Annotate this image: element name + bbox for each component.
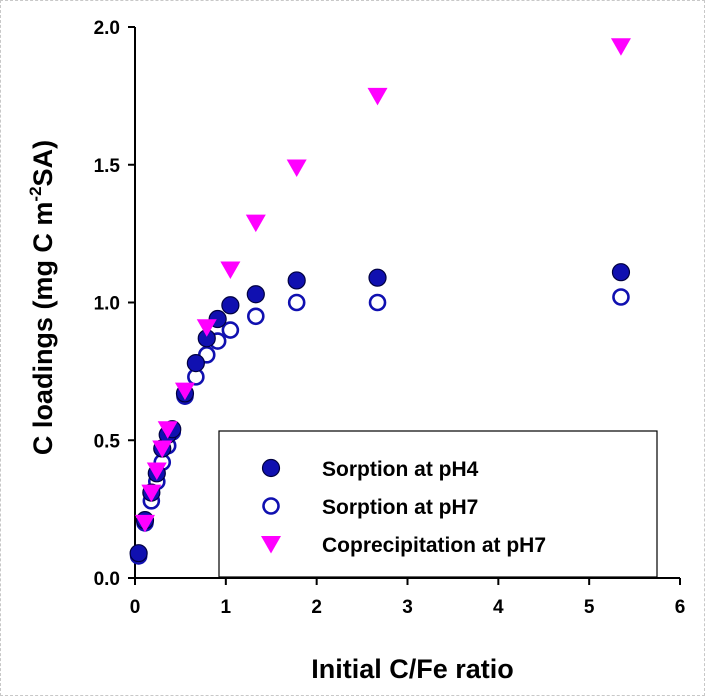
data-point [221, 321, 240, 339]
data-point [610, 38, 631, 56]
data-point [186, 354, 205, 373]
data-point [612, 288, 630, 306]
legend-item: Coprecipitation at pH7 [261, 534, 546, 557]
legend-label: Coprecipitation at pH7 [322, 534, 546, 557]
data-point [174, 382, 195, 401]
legend-marker [262, 497, 280, 515]
data-point [287, 293, 306, 312]
legend-label: Sorption at pH7 [322, 496, 478, 519]
ticks: 0 1 2 3 4 5 6 0.0 0.5 1.0 1.5 2.0 [94, 18, 686, 618]
data-point [196, 319, 217, 337]
x-tick-label: 3 [402, 597, 413, 618]
x-tick-label: 0 [130, 597, 141, 618]
data-point [286, 159, 307, 178]
data-point [367, 87, 388, 106]
x-tick-label: 4 [493, 597, 504, 618]
legend-label: Sorption at pH4 [322, 458, 479, 481]
y-axis-title-tail: SA) [28, 140, 58, 187]
data-point [129, 544, 148, 563]
data-point [221, 296, 240, 315]
data-point [134, 514, 155, 533]
x-tick-label: 6 [675, 597, 686, 618]
data-points [129, 38, 631, 565]
data-point [287, 271, 306, 290]
legend: Sorption at pH4 Sorption at pH7 Coprecipit… [218, 430, 658, 578]
data-point [247, 307, 265, 326]
data-point [611, 263, 631, 282]
x-tick-label: 1 [221, 597, 232, 618]
data-point [157, 421, 178, 439]
y-axis-title-main: C loadings (mg C m [28, 202, 58, 456]
data-point [368, 268, 387, 287]
y-axis-title: C loadings (mg C m-2SA) [26, 140, 58, 455]
legend-item: Sorption at pH4 [261, 458, 479, 481]
legend-items: Sorption at pH4 Sorption at pH7 Coprecipit… [261, 458, 546, 557]
data-point [220, 261, 241, 279]
y-tick-label: 2.0 [94, 18, 120, 39]
data-point [245, 214, 266, 233]
y-tick-label: 1.5 [94, 156, 121, 177]
x-axis-title: Initial C/Fe ratio [311, 654, 514, 684]
legend-marker [261, 536, 281, 554]
legend-box [218, 430, 658, 578]
y-axis-title-superscript: -2 [26, 186, 45, 201]
data-point [141, 484, 162, 503]
data-point [368, 293, 387, 312]
data-point [146, 462, 167, 481]
series-triangle-down [134, 38, 631, 533]
legend-item: Sorption at pH7 [262, 496, 478, 519]
x-tick-label: 2 [311, 597, 322, 618]
legend-marker [261, 458, 281, 478]
y-tick-label: 0.0 [94, 569, 120, 590]
data-point [152, 440, 173, 459]
data-point [246, 285, 265, 304]
y-tick-label: 1.0 [94, 294, 120, 315]
x-tick-label: 5 [584, 597, 595, 618]
y-tick-label: 0.5 [94, 431, 121, 452]
